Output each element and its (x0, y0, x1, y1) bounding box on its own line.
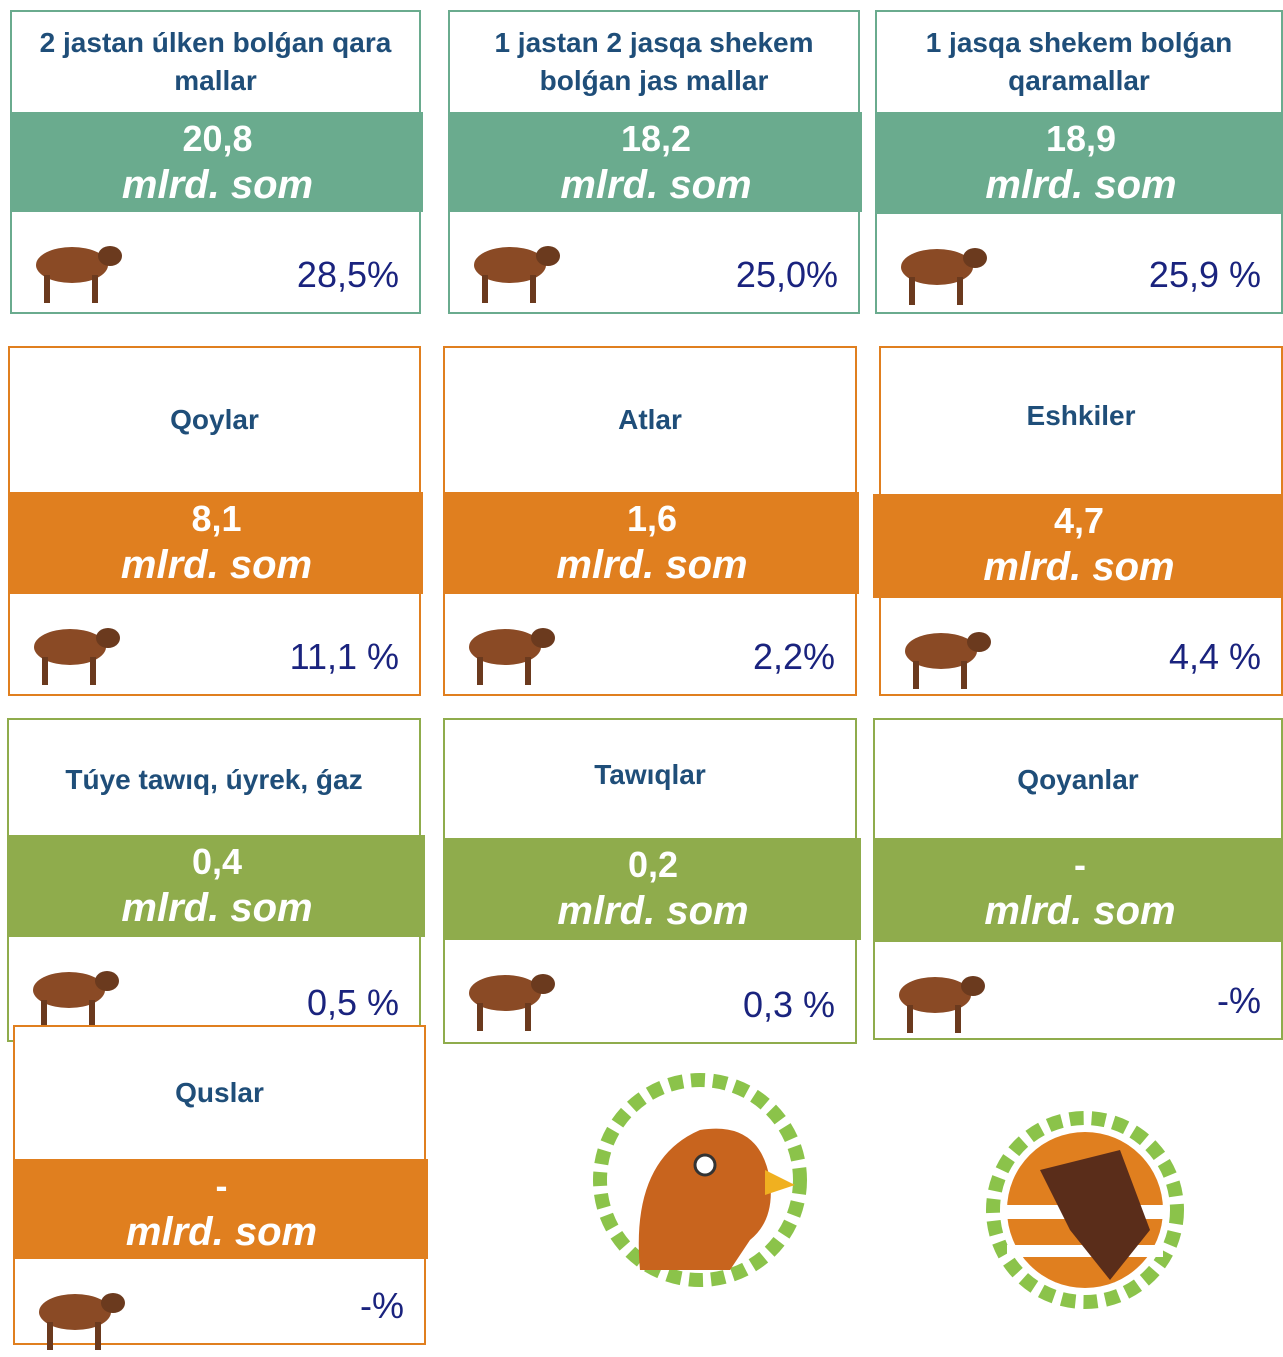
percent: -% (360, 1285, 404, 1327)
unit: mlrd. som (10, 542, 423, 588)
percent: 25,0% (736, 254, 838, 296)
unit: mlrd. som (445, 888, 861, 934)
unit: mlrd. som (875, 888, 1283, 934)
animal-icon (19, 955, 129, 1035)
card-title: Qoyanlar (875, 720, 1281, 840)
unit: mlrd. som (877, 162, 1283, 208)
percent: 25,9 % (1149, 254, 1261, 296)
animal-icon (455, 958, 565, 1038)
animal-icon (460, 230, 570, 310)
value: 0,4 (9, 839, 425, 885)
value: 18,9 (877, 116, 1283, 162)
value: 1,6 (445, 496, 859, 542)
value: - (875, 842, 1283, 888)
card-title: Qoylar (10, 348, 419, 492)
unit: mlrd. som (450, 162, 862, 208)
percent: 11,1 % (290, 636, 399, 678)
card-title: 1 jasqa shekem bolǵan qaramallar (877, 12, 1281, 112)
animal-icon (887, 232, 997, 312)
value: 8,1 (10, 496, 423, 542)
percent: -% (1217, 980, 1261, 1022)
value: 20,8 (12, 116, 423, 162)
animal-icon (885, 960, 995, 1040)
animal-icon (22, 230, 132, 310)
card-title: Atlar (445, 348, 855, 492)
card-title: 1 jastan 2 jasqa shekem bolǵan jas malla… (450, 12, 858, 112)
animal-icon (20, 612, 130, 692)
value: - (15, 1163, 428, 1209)
unit: mlrd. som (445, 542, 859, 588)
value: 4,7 (873, 498, 1283, 544)
unit: mlrd. som (15, 1209, 428, 1255)
unit: mlrd. som (9, 885, 425, 931)
card-title: Eshkiler (881, 348, 1281, 484)
card-title: Túye tawıq, úyrek, ǵaz (9, 720, 419, 840)
animal-icon (455, 612, 565, 692)
card: 1 jastan 2 jasqa shekem bolǵan jas malla… (448, 10, 860, 314)
percent: 0,3 % (743, 984, 835, 1026)
animal-icon (25, 1277, 135, 1357)
animal-icon (891, 616, 1001, 696)
value-band: -mlrd. som (875, 838, 1283, 942)
card-title: 2 jastan úlken bolǵan qara mallar (12, 12, 419, 112)
livestock-logo (950, 1110, 1230, 1310)
card-title: Quslar (15, 1027, 424, 1159)
value: 0,2 (445, 842, 861, 888)
page: (() => { const data = JSON.parse(documen… (0, 0, 1283, 1330)
unit: mlrd. som (12, 162, 423, 208)
poultry-logo (570, 1070, 830, 1290)
percent: 28,5% (297, 254, 399, 296)
card: Quslar-mlrd. som -% (13, 1025, 426, 1345)
card: Qoyanlar-mlrd. som -% (873, 718, 1283, 1040)
value-band: -mlrd. som (15, 1159, 428, 1259)
percent: 4,4 % (1169, 636, 1261, 678)
card-title: Tawıqlar (445, 720, 855, 830)
percent: 0,5 % (307, 982, 399, 1024)
unit: mlrd. som (873, 544, 1283, 590)
value: 18,2 (450, 116, 862, 162)
percent: 2,2% (753, 636, 835, 678)
